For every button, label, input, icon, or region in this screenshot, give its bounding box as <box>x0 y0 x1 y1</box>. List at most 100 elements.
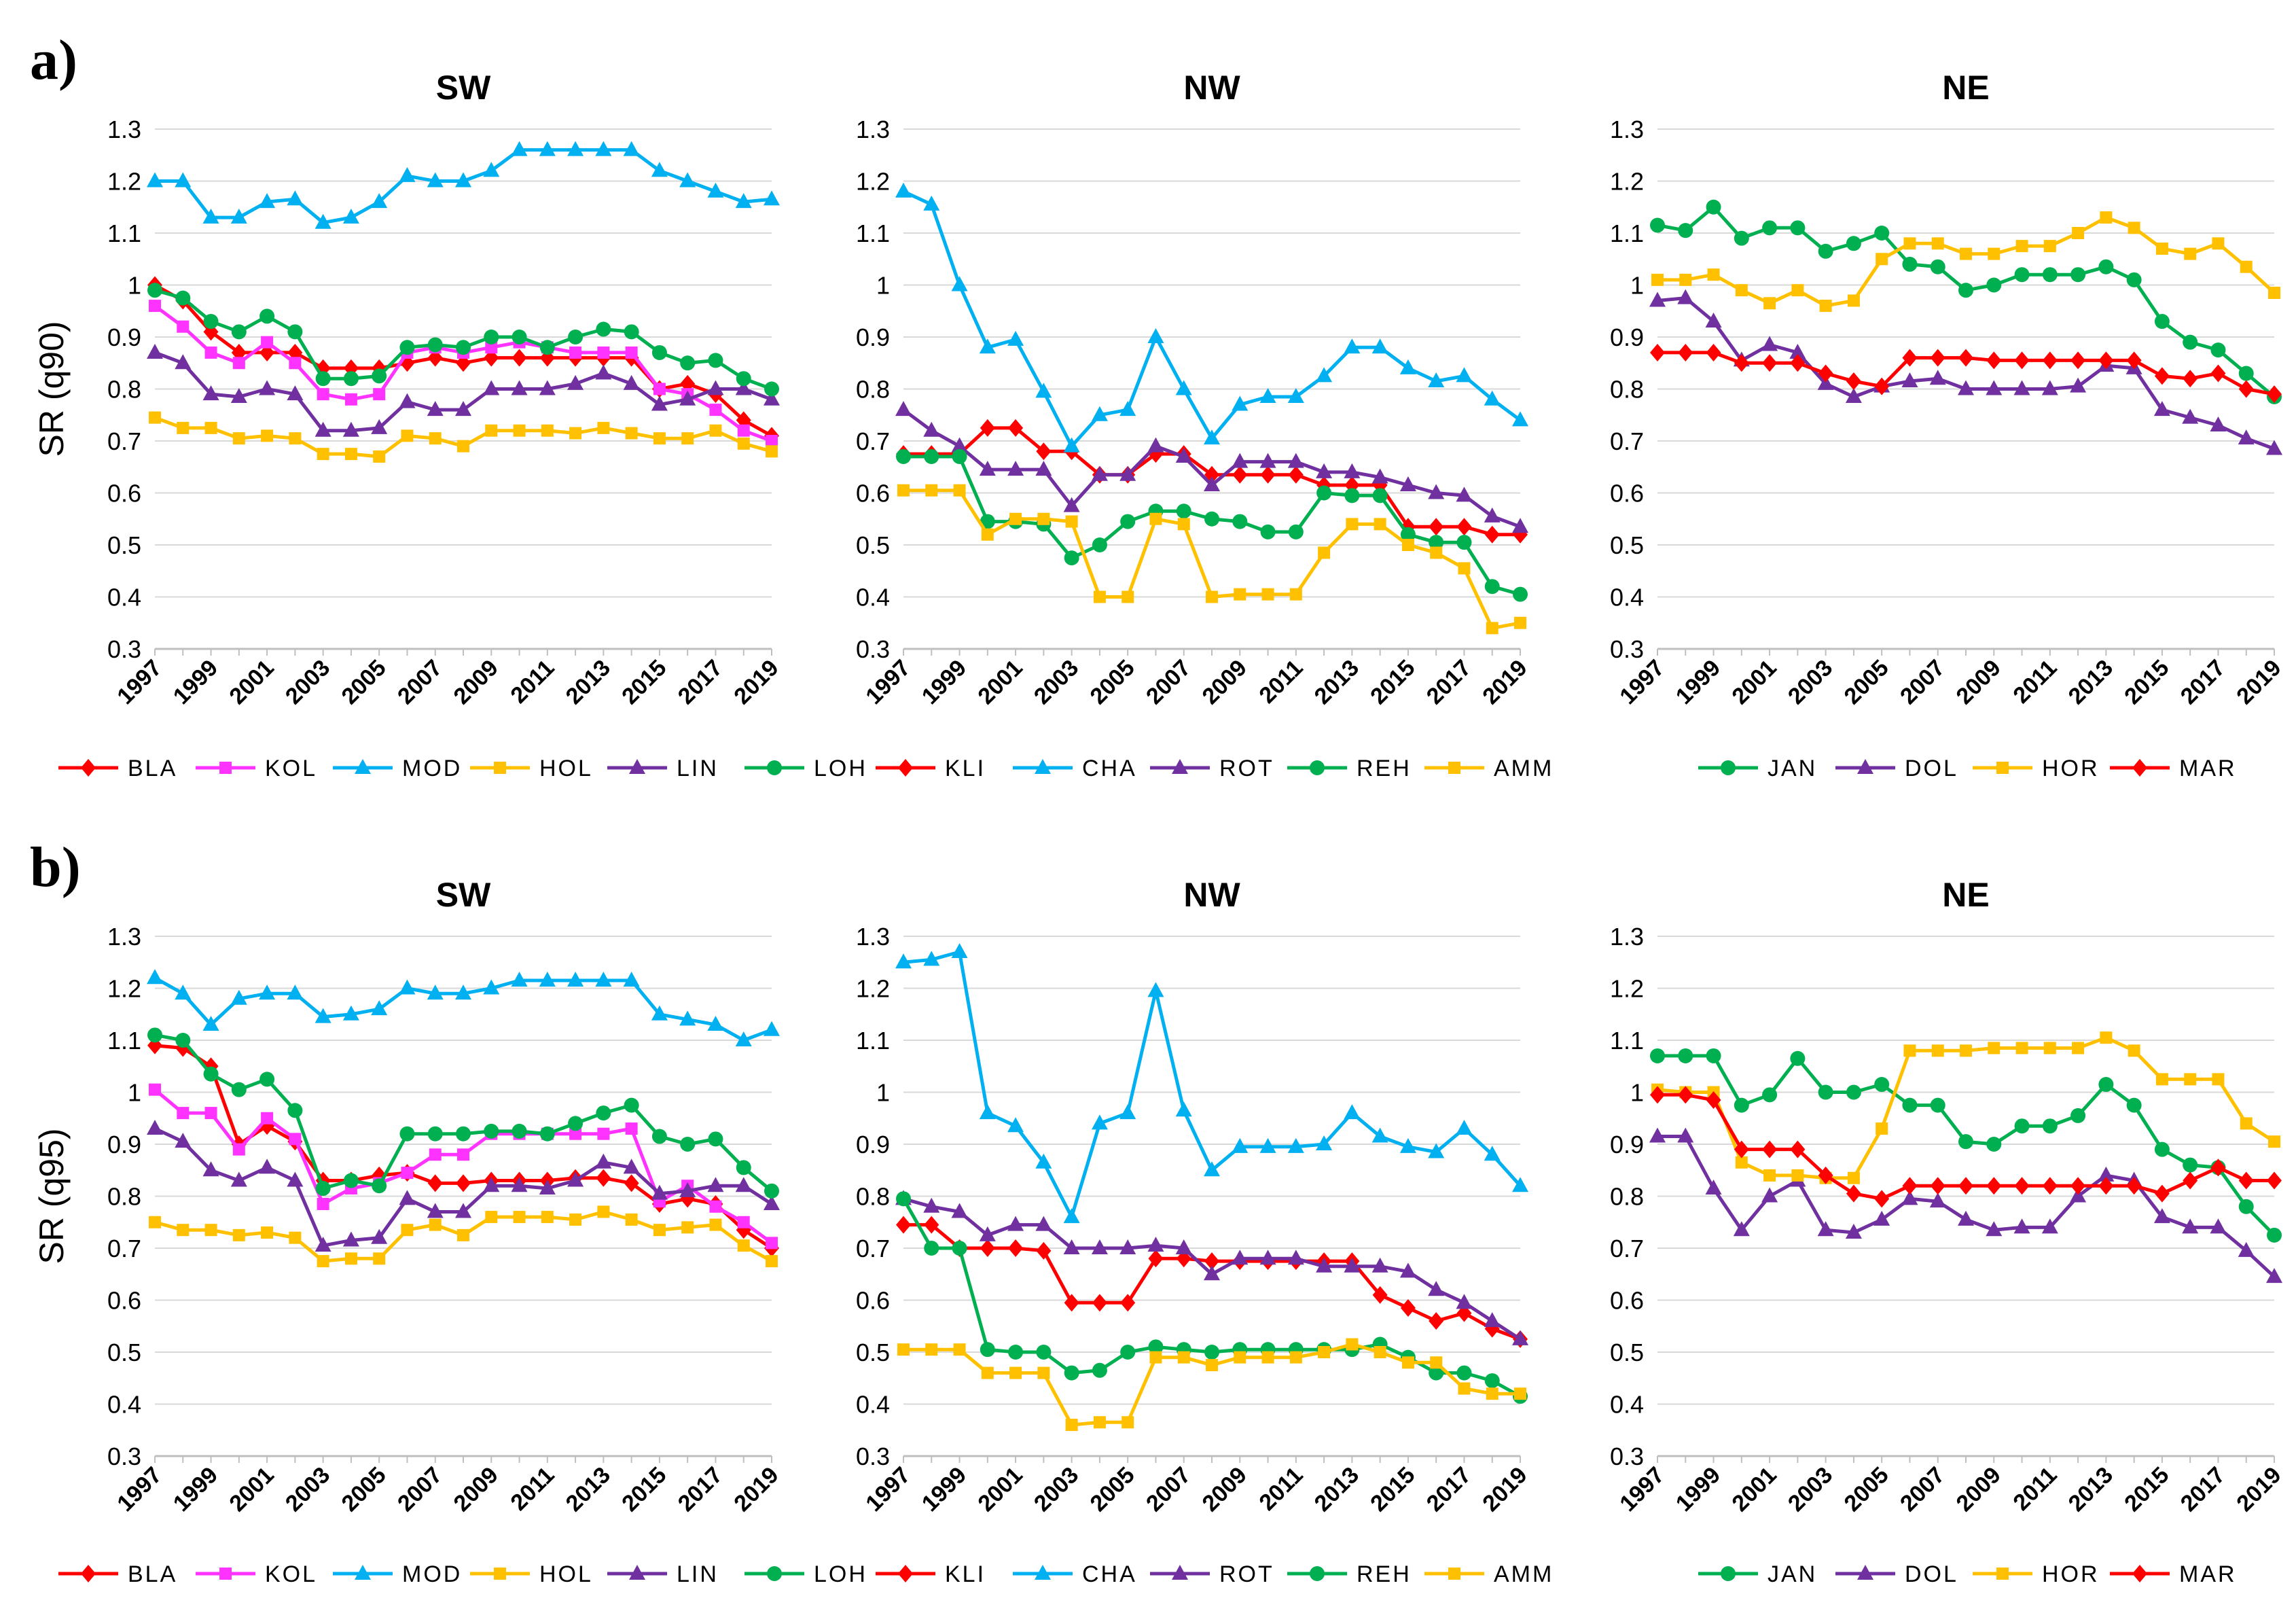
data-point-amm <box>1401 1356 1414 1369</box>
data-point-reh <box>980 514 995 529</box>
data-point-reh <box>1204 511 1219 527</box>
data-point-bla <box>456 1174 471 1192</box>
legend-label-hor: HOR <box>2042 756 2100 781</box>
y-tick-label: 0.8 <box>107 376 141 404</box>
legend-label-loh: LOH <box>814 756 867 781</box>
data-point-kol <box>149 1083 161 1096</box>
legend-label-kol: KOL <box>265 1561 317 1587</box>
x-tick-label: 2013 <box>561 1462 615 1517</box>
data-point-amm <box>1122 590 1134 603</box>
data-point-jan <box>1986 1137 2002 1152</box>
y-axis-label: SR (q90) <box>33 321 71 457</box>
data-point-rot <box>1371 468 1388 484</box>
x-tick-label: 2001 <box>1727 1462 1781 1517</box>
series-jan <box>1650 1048 2282 1243</box>
data-point-cha <box>1147 328 1164 343</box>
data-point-mod <box>259 193 276 209</box>
data-point-hor <box>1791 1169 1804 1182</box>
data-point-hor <box>1876 1122 1888 1135</box>
data-point-hol <box>232 432 245 445</box>
data-point-rot <box>1007 1216 1024 1231</box>
y-tick-label: 0.9 <box>856 1131 890 1158</box>
data-point-kol <box>766 435 778 447</box>
y-tick-label: 0.4 <box>1610 1391 1644 1419</box>
data-point-loh <box>596 321 611 337</box>
data-point-rot <box>951 1203 968 1218</box>
data-point-dol <box>1817 374 1834 390</box>
data-point-amm <box>897 1343 910 1356</box>
x-tick-label: 2017 <box>2176 1462 2230 1517</box>
data-point-dol <box>1649 291 1666 307</box>
data-point-reh <box>1288 524 1304 539</box>
data-point-rot <box>1063 497 1080 512</box>
data-point-hol <box>457 1228 469 1241</box>
data-point-kol <box>149 300 161 313</box>
data-point-reh <box>1316 485 1332 501</box>
data-point-hol <box>513 1211 526 1224</box>
legend-label-mod: MOD <box>402 756 462 781</box>
data-point-mod <box>427 985 444 1000</box>
legend-swatch-marker <box>1035 759 1051 774</box>
data-point-mar <box>1846 1184 1861 1203</box>
series-rot <box>895 1190 1528 1345</box>
data-point-hor <box>1931 237 1944 250</box>
data-point-amm <box>925 1343 938 1356</box>
series-mod <box>147 141 780 229</box>
data-point-hor <box>2015 240 2028 253</box>
data-point-amm <box>981 528 994 541</box>
data-point-jan <box>1734 230 1749 246</box>
x-tick-label: 2013 <box>1310 655 1364 709</box>
data-point-hol <box>429 432 442 445</box>
data-point-mod <box>679 172 696 188</box>
data-point-cha <box>1232 1137 1249 1153</box>
data-point-hol <box>653 1224 666 1237</box>
data-point-loh <box>203 314 219 330</box>
legend-label-lin: LIN <box>677 756 719 781</box>
series-line-dol <box>1657 296 2275 450</box>
y-tick-label: 0.5 <box>856 1339 890 1366</box>
data-point-rot <box>895 401 912 417</box>
data-point-jan <box>1706 199 1721 215</box>
data-point-amm <box>1318 546 1331 559</box>
data-point-kol <box>709 404 722 417</box>
data-point-mar <box>1986 351 2002 370</box>
x-tick-label: 1999 <box>1671 655 1725 709</box>
data-point-loh <box>372 368 387 384</box>
data-point-cha <box>1007 330 1024 346</box>
data-point-amm <box>1122 1416 1134 1429</box>
data-point-hol <box>344 1252 357 1265</box>
data-point-rot <box>1119 465 1136 481</box>
data-point-cha <box>1456 367 1473 383</box>
data-point-rot <box>1484 1312 1501 1328</box>
x-tick-label: 2015 <box>2119 655 2174 709</box>
legend-swatch-marker <box>1310 760 1325 775</box>
data-point-rot <box>951 437 968 453</box>
data-point-rot <box>1147 1237 1164 1252</box>
data-point-hor <box>2268 1135 2280 1148</box>
legend-swatch-marker <box>898 1565 913 1582</box>
data-point-dol <box>2266 440 2282 455</box>
data-point-hol <box>457 440 469 453</box>
x-tick-label: 2011 <box>2008 655 2062 709</box>
data-point-hol <box>261 1226 274 1239</box>
data-point-hor <box>2128 1044 2140 1057</box>
y-tick-label: 1 <box>1630 272 1644 300</box>
x-tick-label: 2015 <box>617 655 671 709</box>
data-point-loh <box>399 340 415 355</box>
data-point-hor <box>2155 242 2168 255</box>
series-cha <box>895 182 1528 453</box>
data-point-hol <box>289 432 302 445</box>
data-point-dol <box>2210 1218 2227 1234</box>
data-point-mar <box>2014 351 2030 370</box>
data-point-mod <box>147 172 163 188</box>
data-point-mar <box>2126 1177 2142 1195</box>
data-point-cha <box>1344 338 1361 354</box>
data-point-jan <box>2042 1118 2058 1134</box>
data-point-amm <box>1009 1366 1022 1379</box>
data-point-reh <box>1092 1362 1107 1378</box>
x-tick-label: 2005 <box>1085 655 1139 709</box>
y-tick-label: 0.3 <box>856 1442 890 1470</box>
data-point-loh <box>764 1183 779 1199</box>
legend-label-reh: REH <box>1357 1561 1412 1587</box>
legend-label-amm: AMM <box>1494 1561 1554 1587</box>
